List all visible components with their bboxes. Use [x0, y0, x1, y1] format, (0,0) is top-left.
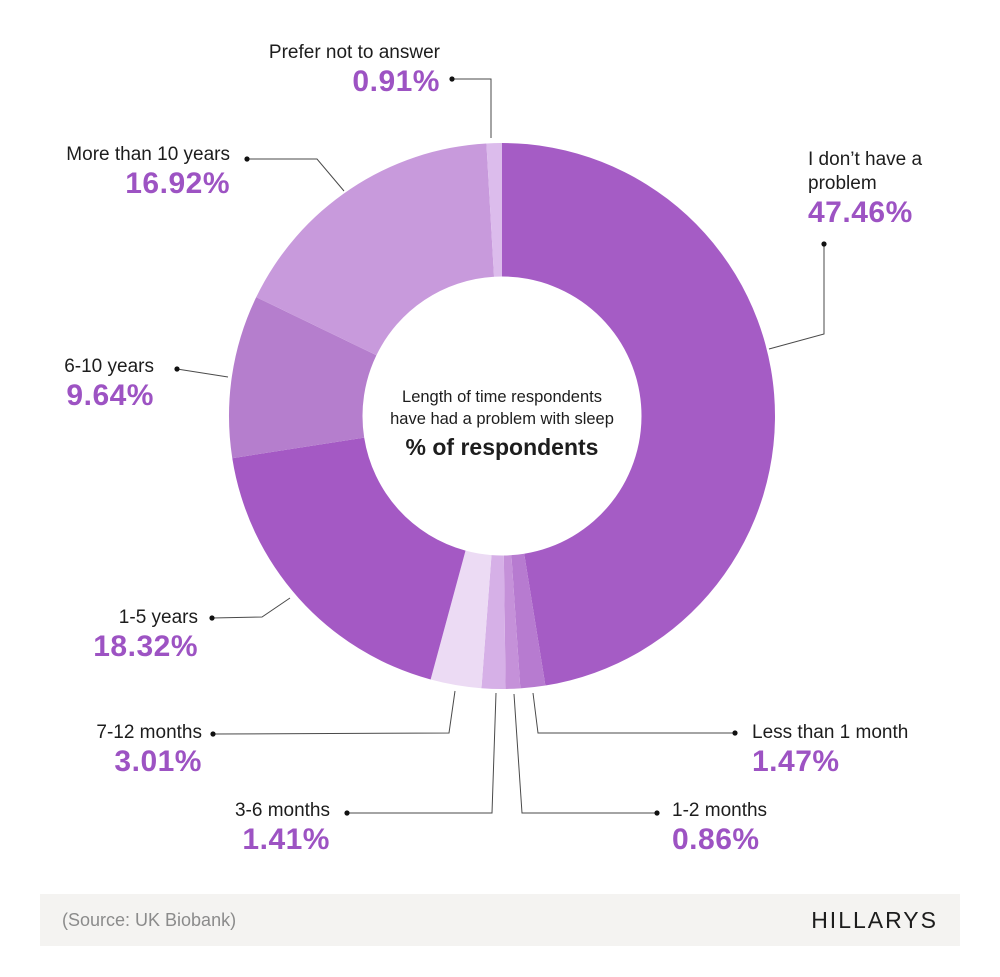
- callout-less-than-1-month: Less than 1 month 1.47%: [752, 721, 908, 779]
- donut-segment-6: [229, 297, 377, 459]
- donut-segment-0: [502, 143, 776, 686]
- leader-lines: [176, 78, 825, 814]
- leader-1-2-months: [513, 693, 657, 814]
- callout-label: 3-6 months: [234, 800, 330, 821]
- callout-7-12-months: 7-12 months 3.01%: [96, 721, 202, 779]
- chart-center-title: Length of time respondents have had a pr…: [352, 387, 652, 461]
- leader-3-6-months: [347, 692, 497, 814]
- leader-prefer-not-to-answer: [452, 78, 492, 138]
- callout-value: 0.91%: [352, 64, 440, 98]
- callout-label: Less than 1 month: [752, 722, 909, 743]
- callout-i-dont-have-a-problem: I don’t have a problem 47.46%: [808, 148, 958, 229]
- footer-bar: (Source: UK Biobank) HILLARYS: [40, 894, 960, 946]
- donut-segment-3: [481, 555, 506, 690]
- donut-segment-4: [430, 550, 492, 689]
- callout-value: 1.41%: [242, 822, 330, 856]
- leader-7-12-months: [212, 690, 456, 735]
- callout-1-2-months: 1-2 months 0.86%: [672, 799, 767, 857]
- leader-6-10-years: [176, 368, 229, 378]
- callout-1-5-years: 1-5 years 18.32%: [93, 606, 198, 664]
- leader-i-dont-have-a-problem: [768, 244, 825, 350]
- callout-more-than-10-years: More than 10 years 16.92%: [66, 143, 230, 201]
- donut-segments: [229, 143, 776, 690]
- leader-dots: [174, 76, 827, 816]
- donut-segment-8: [486, 143, 502, 277]
- donut-segment-2: [503, 555, 521, 689]
- callout-label: Prefer not to answer: [268, 42, 440, 63]
- callout-value: 3.01%: [114, 744, 202, 778]
- leader-more-than-10-years: [247, 158, 345, 192]
- callout-3-6-months: 3-6 months 1.41%: [235, 799, 330, 857]
- callout-value: 9.64%: [66, 378, 154, 412]
- leader-1-5-years: [211, 597, 291, 619]
- donut-segment-5: [232, 437, 466, 680]
- callout-value: 16.92%: [125, 166, 230, 200]
- callout-label: 7-12 months: [96, 722, 202, 743]
- callout-value: 1.47%: [752, 744, 840, 778]
- donut-segment-7: [256, 143, 495, 356]
- callout-label: 1-5 years: [118, 607, 198, 628]
- center-title-line2: have had a problem with sleep: [390, 409, 614, 428]
- leader-less-than-1-month: [532, 692, 735, 734]
- donut-segment-1: [511, 553, 546, 689]
- callout-6-10-years: 6-10 years 9.64%: [64, 355, 154, 413]
- callout-prefer-not-to-answer: Prefer not to answer 0.91%: [269, 41, 440, 99]
- callout-label: 6-10 years: [64, 356, 154, 377]
- center-subtitle: % of respondents: [405, 433, 599, 460]
- callout-value: 0.86%: [672, 822, 760, 856]
- callout-label: I don’t have a problem: [808, 149, 923, 194]
- callout-label: 1-2 months: [672, 800, 768, 821]
- callout-label: More than 10 years: [66, 144, 230, 165]
- center-title-line1: Length of time respondents: [402, 388, 602, 406]
- hillarys-logo: HILLARYS: [811, 906, 938, 933]
- source-text: (Source: UK Biobank): [62, 909, 237, 930]
- callout-value: 18.32%: [93, 629, 198, 663]
- callout-value: 47.46%: [808, 195, 913, 229]
